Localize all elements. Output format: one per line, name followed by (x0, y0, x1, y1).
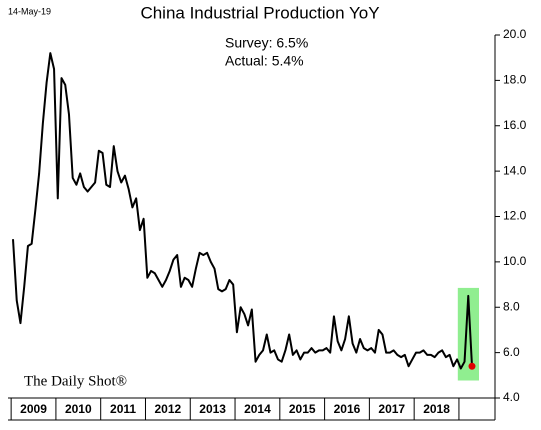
y-tick-label: 10.0 (503, 254, 527, 268)
annotation: Actual: 5.4% (225, 53, 304, 69)
x-tick-label: 2018 (423, 402, 450, 416)
y-tick-label: 18.0 (503, 73, 527, 87)
x-tick-label: 2015 (289, 402, 316, 416)
y-tick-label: 4.0 (503, 390, 520, 404)
x-tick-label: 2012 (155, 402, 182, 416)
x-tick-label: 2014 (244, 402, 271, 416)
x-tick-label: 2011 (110, 402, 136, 416)
y-tick-label: 12.0 (503, 209, 527, 223)
y-tick-label: 8.0 (503, 299, 520, 313)
line (12, 52, 473, 370)
x-tick-label: 2013 (199, 402, 226, 416)
x-tick-label: 2016 (334, 402, 361, 416)
x-tick-label: 2010 (65, 402, 92, 416)
chart-title: China Industrial Production YoY (140, 3, 379, 22)
source: The Daily Shot® (24, 373, 127, 389)
annotation: Survey: 6.5% (225, 35, 308, 51)
y-tick-label: 14.0 (503, 163, 527, 177)
y-tick-label: 16.0 (503, 118, 527, 132)
highlight (457, 287, 479, 381)
date-stamp: 14-May-19 (8, 6, 51, 16)
x-tick-label: 2009 (20, 402, 47, 416)
last-point (468, 362, 476, 370)
y-tick-label: 6.0 (503, 345, 520, 359)
y-tick-label: 20.0 (503, 27, 527, 41)
x-tick-label: 2017 (378, 402, 405, 416)
